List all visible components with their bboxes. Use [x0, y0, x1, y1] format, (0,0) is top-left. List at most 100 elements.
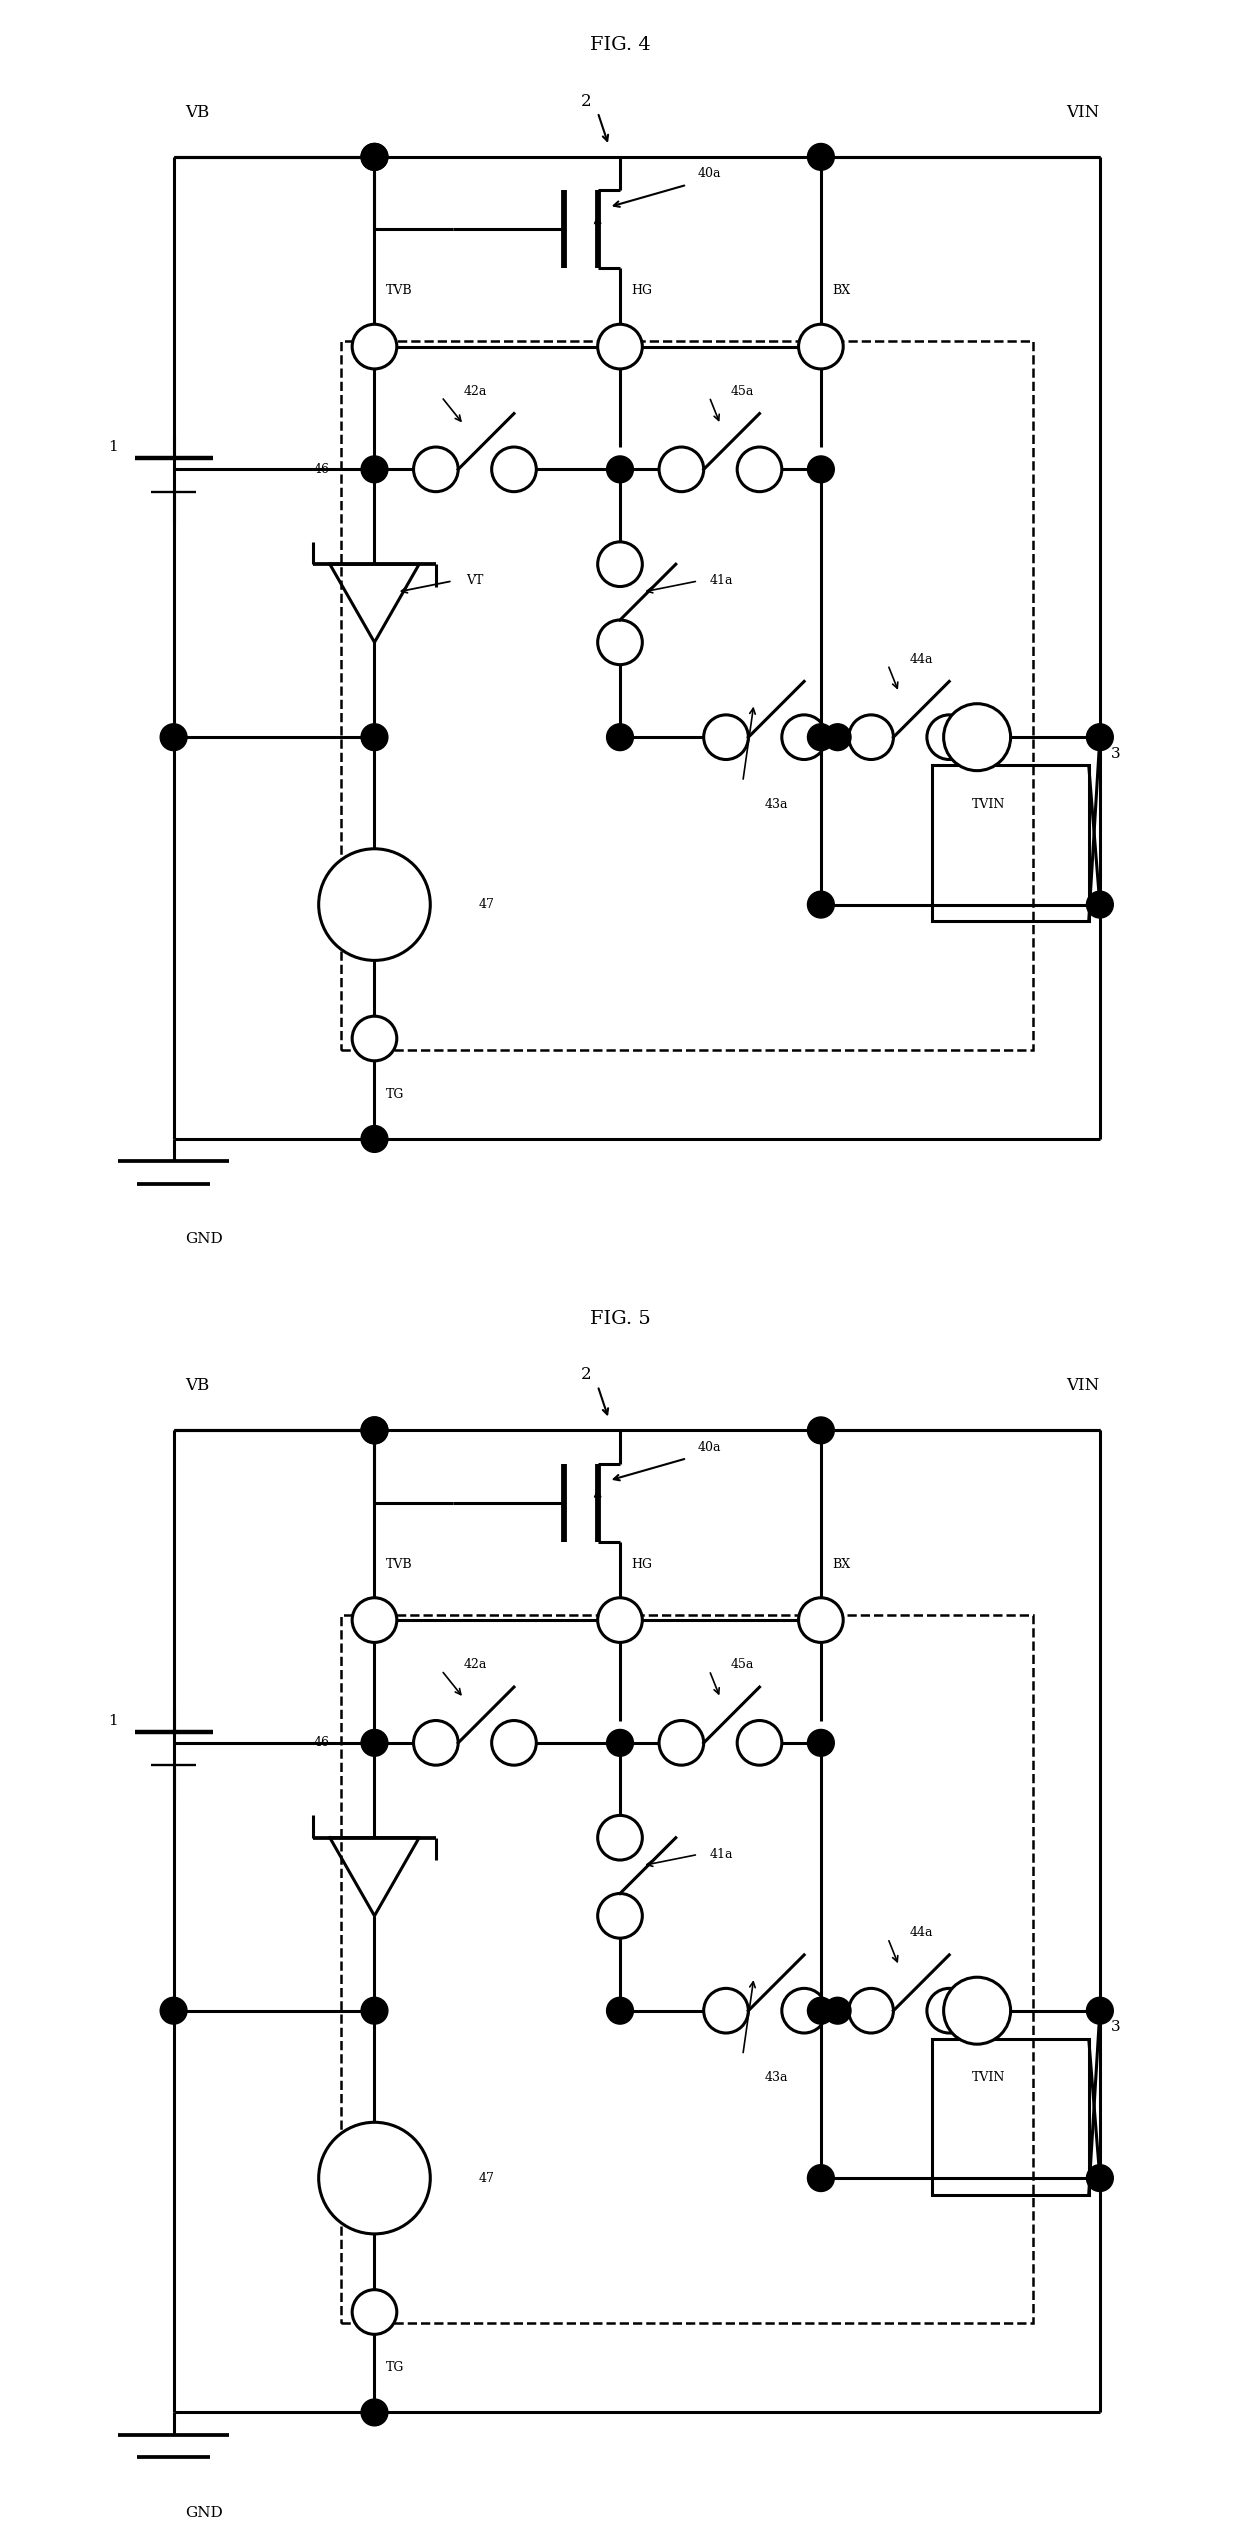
- Circle shape: [361, 143, 388, 171]
- Circle shape: [598, 323, 642, 369]
- Text: 44a: 44a: [910, 1926, 932, 1938]
- Circle shape: [825, 723, 851, 751]
- Circle shape: [160, 1997, 187, 2025]
- Circle shape: [926, 1989, 972, 2033]
- Circle shape: [848, 1989, 893, 2033]
- Text: TVB: TVB: [386, 285, 412, 298]
- Text: FIG. 5: FIG. 5: [590, 1309, 650, 1327]
- Text: 47: 47: [479, 2173, 494, 2185]
- Text: TVB: TVB: [386, 1559, 412, 1571]
- Text: 47: 47: [479, 899, 494, 912]
- Bar: [932, 764, 1089, 922]
- Circle shape: [491, 1722, 537, 1765]
- Circle shape: [598, 543, 642, 586]
- Text: 40a: 40a: [698, 168, 722, 181]
- Bar: [932, 2038, 1089, 2196]
- Circle shape: [160, 723, 187, 751]
- Bar: [341, 341, 1033, 1049]
- Circle shape: [807, 2165, 835, 2190]
- Text: 43a: 43a: [765, 2071, 787, 2083]
- Text: 2: 2: [582, 1365, 591, 1383]
- Circle shape: [414, 1722, 459, 1765]
- Text: GND: GND: [185, 2506, 222, 2519]
- Circle shape: [799, 323, 843, 369]
- Text: HG: HG: [631, 285, 652, 298]
- Text: TG: TG: [386, 2361, 404, 2374]
- Circle shape: [319, 2122, 430, 2234]
- Text: TG: TG: [386, 1088, 404, 1100]
- Circle shape: [352, 323, 397, 369]
- Text: VB: VB: [185, 104, 210, 120]
- Text: 46: 46: [314, 464, 330, 476]
- Circle shape: [807, 456, 835, 484]
- Circle shape: [352, 1597, 397, 1643]
- Circle shape: [737, 448, 782, 492]
- Circle shape: [926, 716, 972, 759]
- Circle shape: [361, 1416, 388, 1444]
- Text: GND: GND: [185, 1233, 222, 1245]
- Circle shape: [414, 448, 459, 492]
- Circle shape: [807, 143, 835, 171]
- Text: 42a: 42a: [464, 1658, 486, 1671]
- Circle shape: [598, 619, 642, 665]
- Circle shape: [491, 448, 537, 492]
- Text: 1: 1: [108, 441, 118, 453]
- Circle shape: [781, 1989, 826, 2033]
- Text: 45a: 45a: [732, 1658, 754, 1671]
- Circle shape: [807, 1729, 835, 1757]
- Circle shape: [1086, 723, 1114, 751]
- Text: 3: 3: [1111, 2020, 1121, 2035]
- Text: 45a: 45a: [732, 385, 754, 397]
- Bar: [341, 1615, 1033, 2323]
- Circle shape: [1086, 2165, 1114, 2190]
- Circle shape: [944, 703, 1011, 772]
- Circle shape: [737, 1722, 782, 1765]
- Circle shape: [361, 1126, 388, 1151]
- Text: 41a: 41a: [709, 576, 733, 588]
- Circle shape: [825, 1997, 851, 2025]
- Circle shape: [703, 1989, 749, 2033]
- Text: FIG. 4: FIG. 4: [590, 36, 650, 53]
- Circle shape: [807, 1416, 835, 1444]
- Circle shape: [807, 723, 835, 751]
- Circle shape: [319, 848, 430, 960]
- Text: 40a: 40a: [698, 1442, 722, 1454]
- Circle shape: [807, 891, 835, 917]
- Circle shape: [598, 1597, 642, 1643]
- Circle shape: [1086, 1997, 1114, 2025]
- Text: 46: 46: [314, 1737, 330, 1750]
- Text: 1: 1: [108, 1714, 118, 1727]
- Circle shape: [361, 456, 388, 484]
- Circle shape: [361, 723, 388, 751]
- Circle shape: [807, 1997, 835, 2025]
- Circle shape: [352, 2290, 397, 2336]
- Text: HG: HG: [631, 1559, 652, 1571]
- Circle shape: [944, 1976, 1011, 2045]
- Text: VIN: VIN: [1066, 104, 1100, 120]
- Circle shape: [361, 1416, 388, 1444]
- Circle shape: [361, 1997, 388, 2025]
- Text: VT: VT: [466, 576, 484, 588]
- Circle shape: [361, 1729, 388, 1757]
- Circle shape: [848, 716, 893, 759]
- Text: 43a: 43a: [765, 797, 787, 810]
- Circle shape: [352, 1016, 397, 1062]
- Circle shape: [606, 1729, 634, 1757]
- Text: VB: VB: [185, 1378, 210, 1393]
- Circle shape: [1086, 891, 1114, 917]
- Text: 42a: 42a: [464, 385, 486, 397]
- Circle shape: [598, 1816, 642, 1859]
- Circle shape: [660, 448, 704, 492]
- Circle shape: [781, 716, 826, 759]
- Circle shape: [598, 1892, 642, 1938]
- Circle shape: [361, 143, 388, 171]
- Text: VIN: VIN: [1066, 1378, 1100, 1393]
- Text: BX: BX: [832, 1559, 851, 1571]
- Circle shape: [703, 716, 749, 759]
- Text: TVIN: TVIN: [972, 2071, 1004, 2083]
- Text: TVIN: TVIN: [972, 797, 1004, 810]
- Circle shape: [606, 723, 634, 751]
- Text: 41a: 41a: [709, 1849, 733, 1862]
- Text: 2: 2: [582, 92, 591, 110]
- Circle shape: [606, 1997, 634, 2025]
